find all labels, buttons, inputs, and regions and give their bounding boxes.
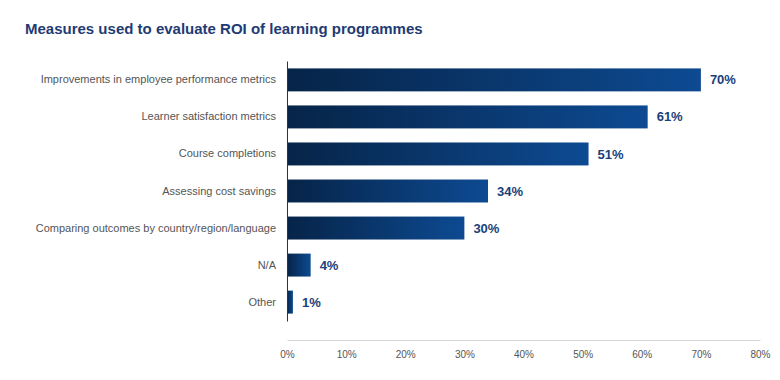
x-tick: 60% bbox=[632, 349, 652, 360]
x-tick-label: 80% bbox=[750, 349, 770, 360]
y-tick-label: N/A bbox=[258, 259, 277, 271]
y-tick-label: Improvements in employee performance met… bbox=[41, 73, 277, 85]
y-tick: Other bbox=[248, 296, 276, 308]
bar bbox=[287, 68, 701, 91]
x-axis: 0% 10% 20% 30% 40% 50% 60% 70% 80% bbox=[280, 341, 770, 361]
bars bbox=[287, 68, 701, 313]
chart: Measures used to evaluate ROI of learnin… bbox=[0, 0, 780, 380]
x-tick-label: 60% bbox=[632, 349, 652, 360]
x-tick: 20% bbox=[396, 349, 416, 360]
x-tick-label: 50% bbox=[573, 349, 593, 360]
y-tick-label: Learner satisfaction metrics bbox=[142, 110, 277, 122]
bar bbox=[287, 105, 648, 128]
data-labels: 70% 61% 51% 34% 30% 4% 1% bbox=[302, 72, 736, 309]
x-tick: 80% bbox=[750, 349, 770, 360]
bar bbox=[287, 217, 464, 240]
bar bbox=[287, 180, 488, 203]
y-tick-label: Course completions bbox=[179, 147, 277, 159]
x-tick-label: 0% bbox=[280, 349, 295, 360]
data-label: 4% bbox=[320, 258, 339, 273]
data-label: 1% bbox=[302, 295, 321, 310]
x-tick: 50% bbox=[573, 349, 593, 360]
title: Measures used to evaluate ROI of learnin… bbox=[25, 20, 423, 37]
data-label: 70% bbox=[710, 72, 736, 87]
y-tick: N/A bbox=[258, 259, 277, 271]
x-tick: 10% bbox=[337, 349, 357, 360]
x-tick: 30% bbox=[455, 349, 475, 360]
y-tick-label: Assessing cost savings bbox=[162, 185, 276, 197]
y-tick: Assessing cost savings bbox=[162, 185, 276, 197]
x-tick-label: 30% bbox=[455, 349, 475, 360]
data-label: 61% bbox=[657, 109, 683, 124]
y-axis-line bbox=[287, 62, 288, 322]
y-axis: Improvements in employee performance met… bbox=[36, 62, 288, 322]
x-tick-label: 20% bbox=[396, 349, 416, 360]
data-label: 30% bbox=[473, 221, 499, 236]
x-tick-label: 10% bbox=[337, 349, 357, 360]
x-tick: 0% bbox=[280, 349, 295, 360]
x-axis-line bbox=[288, 340, 761, 341]
y-tick-label: Other bbox=[248, 296, 276, 308]
y-tick: Course completions bbox=[179, 147, 277, 159]
data-label: 34% bbox=[497, 184, 523, 199]
y-tick-label: Comparing outcomes by country/region/lan… bbox=[36, 222, 276, 234]
data-label: 51% bbox=[598, 147, 624, 162]
x-tick: 40% bbox=[514, 349, 534, 360]
bar bbox=[287, 254, 311, 277]
y-tick: Learner satisfaction metrics bbox=[142, 110, 277, 122]
y-tick: Comparing outcomes by country/region/lan… bbox=[36, 222, 276, 234]
bar bbox=[287, 142, 589, 165]
x-tick-label: 40% bbox=[514, 349, 534, 360]
y-tick: Improvements in employee performance met… bbox=[41, 73, 277, 85]
x-tick: 70% bbox=[691, 349, 711, 360]
x-tick-label: 70% bbox=[691, 349, 711, 360]
